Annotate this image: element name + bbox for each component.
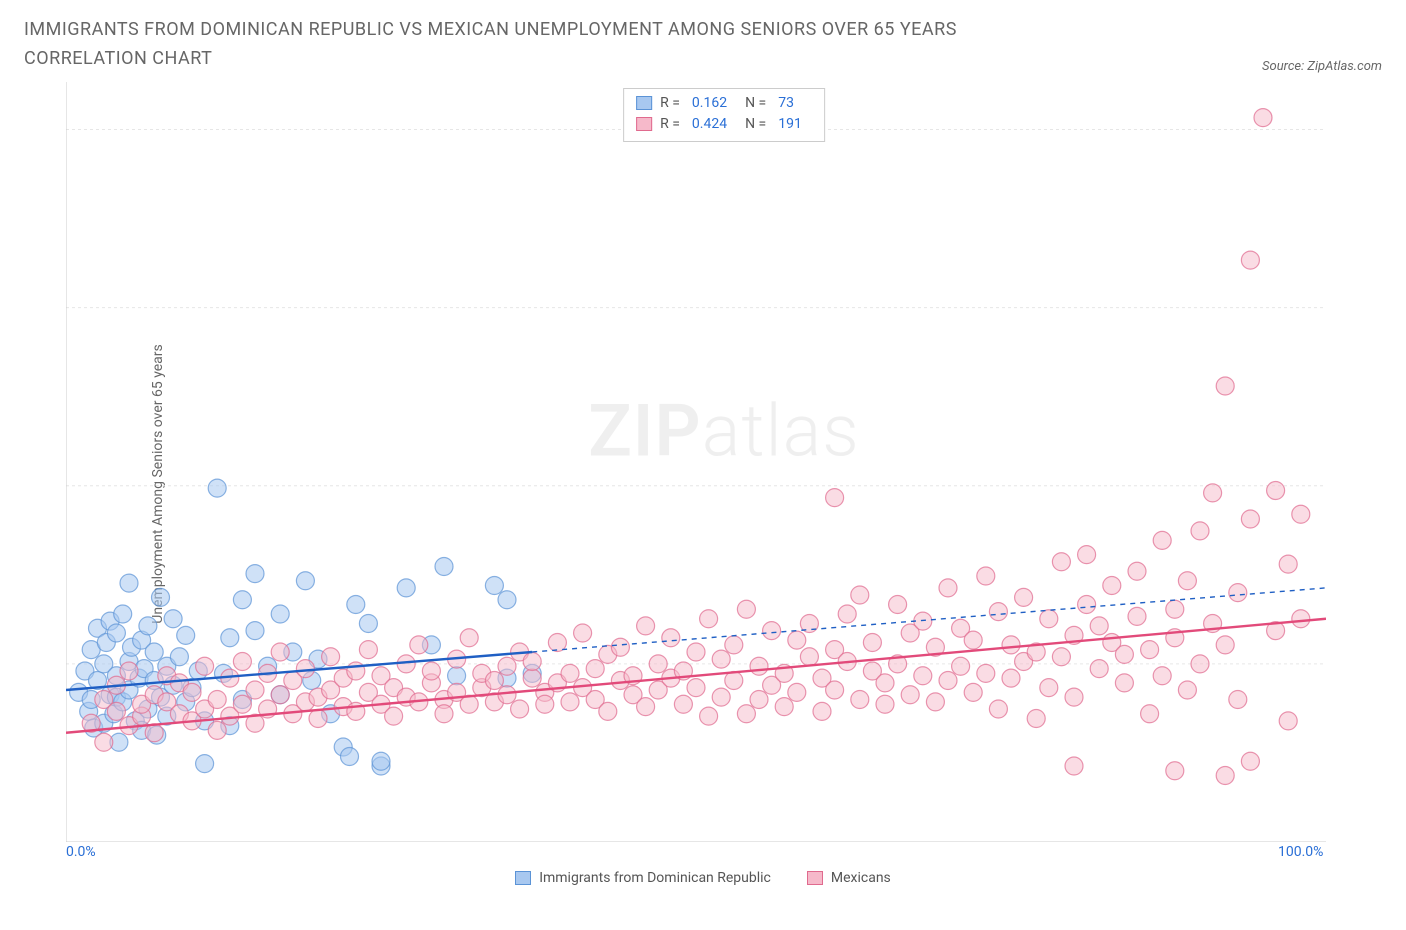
chart-svg [66,82,1326,842]
series-label-mx: Mexicans [831,870,891,886]
n-value-dr: 73 [778,93,794,114]
r-label: R = [660,114,680,135]
n-value-mx: 191 [778,114,802,135]
r-value-mx: 0.424 [692,114,727,135]
swatch-dr [515,871,531,885]
r-label: R = [660,93,680,114]
legend-item-mx: Mexicans [807,870,891,886]
chart-container: Unemployment Among Seniors over 65 years… [24,82,1382,886]
chart-title: IMMIGRANTS FROM DOMINICAN REPUBLIC VS ME… [24,16,1074,74]
x-tick-labels: 0.0% 100.0% [66,842,1326,864]
legend-row-mx: R = 0.424 N = 191 [636,114,812,135]
correlation-legend: R = 0.162 N = 73 R = 0.424 N = 191 [623,88,825,142]
scatter-plot: ZIPatlas R = 0.162 N = 73 R = 0.424 N = … [66,82,1382,842]
r-value-dr: 0.162 [692,93,727,114]
n-label: N = [745,93,766,114]
series-label-dr: Immigrants from Dominican Republic [539,870,771,886]
source-attribution: Source: ZipAtlas.com [1262,59,1382,74]
x-tick: 0.0% [66,844,96,860]
x-tick: 100.0% [1278,844,1323,860]
swatch-dr [636,96,652,110]
swatch-mx [807,871,823,885]
n-label: N = [745,114,766,135]
legend-item-dr: Immigrants from Dominican Republic [515,870,771,886]
legend-row-dr: R = 0.162 N = 73 [636,93,812,114]
swatch-mx [636,117,652,131]
series-legend: Immigrants from Dominican Republic Mexic… [24,870,1382,886]
